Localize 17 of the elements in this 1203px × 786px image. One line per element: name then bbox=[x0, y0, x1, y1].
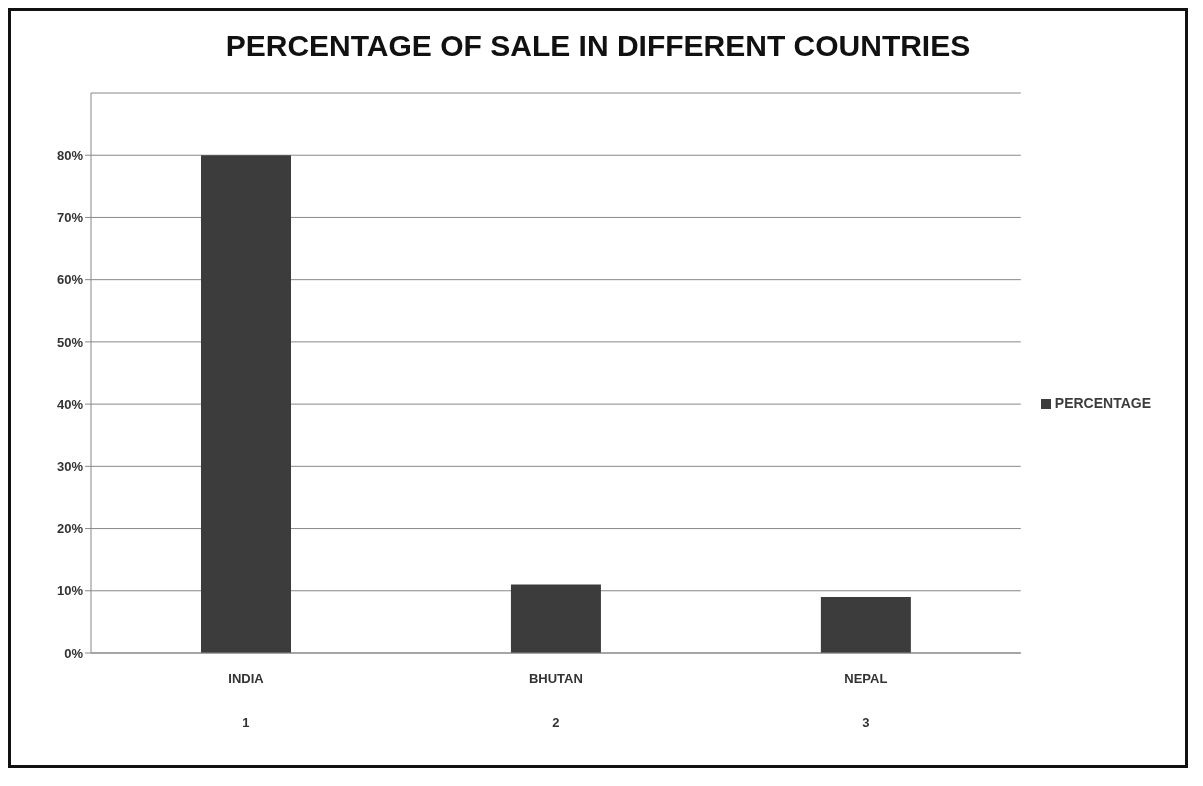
category-label: INDIA 1 bbox=[228, 671, 264, 730]
legend-label: PERCENTAGE bbox=[1054, 395, 1151, 411]
y-tick-label: 30% bbox=[56, 458, 84, 474]
y-tick-label: 40% bbox=[56, 396, 84, 412]
y-tick-label: 20% bbox=[56, 521, 84, 537]
y-tick-label: 70% bbox=[56, 210, 84, 226]
y-tick-label: 50% bbox=[56, 334, 84, 350]
bar bbox=[201, 155, 291, 653]
chart-title: PERCENTAGE OF SALE IN DIFFERENT COUNTRIES bbox=[224, 29, 972, 63]
bar bbox=[820, 597, 911, 653]
y-tick-label: 80% bbox=[56, 147, 84, 163]
bar bbox=[510, 584, 601, 653]
y-tick-label: 10% bbox=[56, 583, 84, 599]
y-tick-label: 0% bbox=[64, 645, 84, 661]
y-tick-label: 60% bbox=[56, 272, 84, 288]
category-label: BHUTAN 2 bbox=[528, 671, 583, 730]
category-label: NEPAL 3 bbox=[844, 671, 888, 730]
